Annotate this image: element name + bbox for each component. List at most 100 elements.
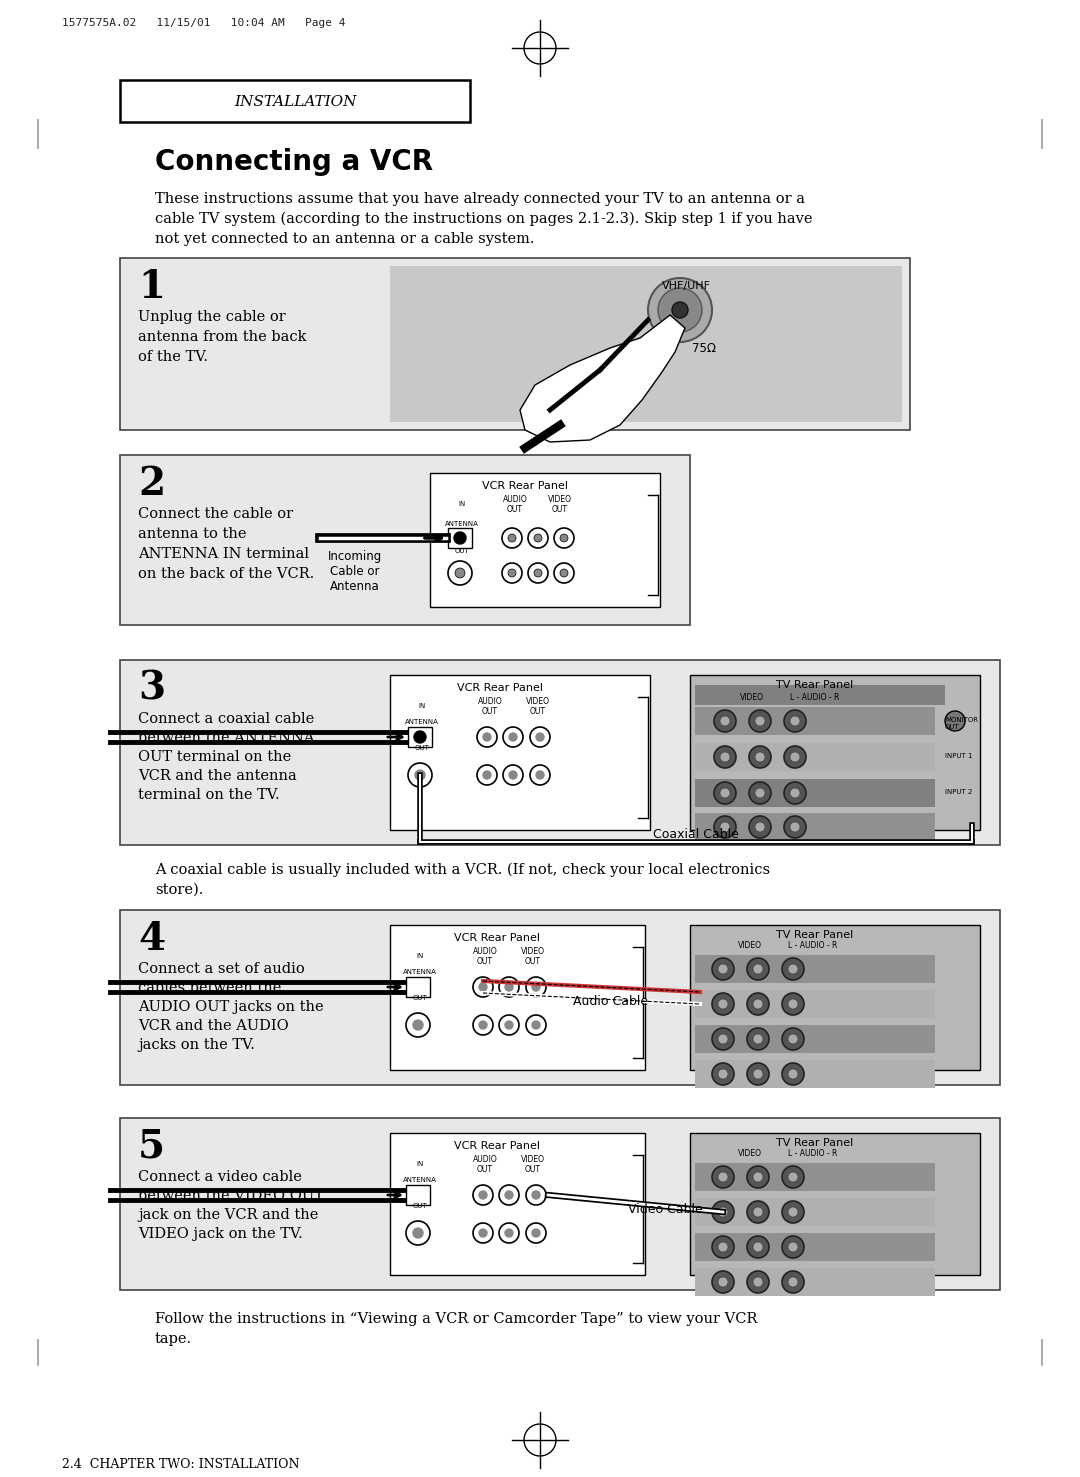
Circle shape [554, 527, 573, 548]
Circle shape [473, 1015, 492, 1035]
Text: tape.: tape. [156, 1332, 192, 1346]
Text: between the VIDEO OUT: between the VIDEO OUT [138, 1189, 324, 1202]
Circle shape [480, 1229, 487, 1238]
Text: IN: IN [417, 1161, 423, 1167]
Text: terminal on the TV.: terminal on the TV. [138, 789, 280, 802]
Circle shape [473, 1185, 492, 1205]
FancyBboxPatch shape [448, 527, 472, 548]
Circle shape [720, 789, 730, 798]
Circle shape [755, 823, 765, 832]
Text: ANTENNA: ANTENNA [405, 719, 438, 725]
Circle shape [755, 789, 765, 798]
Circle shape [753, 1034, 762, 1044]
Text: of the TV.: of the TV. [138, 350, 208, 363]
Circle shape [712, 1028, 734, 1050]
Circle shape [782, 1201, 804, 1223]
Circle shape [502, 527, 522, 548]
Circle shape [784, 815, 806, 837]
Circle shape [454, 532, 465, 544]
Text: VCR Rear Panel: VCR Rear Panel [457, 682, 543, 693]
Text: cable TV system (according to the instructions on pages 2.1-2.3). Skip step 1 if: cable TV system (according to the instru… [156, 213, 812, 226]
Text: 2: 2 [138, 465, 165, 504]
Circle shape [505, 1021, 513, 1029]
Circle shape [750, 815, 771, 837]
Circle shape [718, 1069, 728, 1080]
Circle shape [782, 1028, 804, 1050]
Text: jack on the VCR and the: jack on the VCR and the [138, 1208, 319, 1221]
Circle shape [753, 1173, 762, 1182]
FancyBboxPatch shape [430, 473, 660, 607]
Circle shape [789, 752, 800, 762]
Circle shape [747, 959, 769, 981]
Text: 1577575A.02   11/15/01   10:04 AM   Page 4: 1577575A.02 11/15/01 10:04 AM Page 4 [62, 18, 346, 28]
Circle shape [747, 1165, 769, 1188]
Circle shape [536, 733, 544, 741]
Circle shape [747, 1201, 769, 1223]
FancyBboxPatch shape [696, 1267, 935, 1295]
Text: jacks on the TV.: jacks on the TV. [138, 1038, 255, 1052]
Circle shape [448, 561, 472, 585]
Circle shape [712, 1063, 734, 1086]
Text: Audio Cable: Audio Cable [573, 995, 649, 1007]
Text: L - AUDIO - R: L - AUDIO - R [788, 1149, 837, 1158]
Circle shape [755, 752, 765, 762]
Circle shape [753, 998, 762, 1009]
Text: VIDEO: VIDEO [738, 941, 762, 950]
Polygon shape [519, 315, 685, 442]
Circle shape [788, 1034, 798, 1044]
Circle shape [714, 710, 735, 733]
FancyBboxPatch shape [696, 778, 935, 806]
Text: Unplug the cable or: Unplug the cable or [138, 310, 286, 323]
FancyBboxPatch shape [120, 910, 1000, 1086]
Circle shape [782, 1165, 804, 1188]
Circle shape [753, 1207, 762, 1217]
Circle shape [712, 1165, 734, 1188]
FancyBboxPatch shape [696, 1025, 935, 1053]
Circle shape [483, 733, 491, 741]
FancyBboxPatch shape [390, 675, 650, 830]
Circle shape [747, 1028, 769, 1050]
Circle shape [747, 1063, 769, 1086]
Circle shape [712, 1201, 734, 1223]
Circle shape [747, 1236, 769, 1258]
Text: store).: store). [156, 883, 203, 897]
Text: OUT: OUT [413, 995, 428, 1001]
FancyBboxPatch shape [120, 258, 910, 430]
Circle shape [532, 1190, 540, 1199]
Circle shape [499, 1185, 519, 1205]
Text: IN: IN [418, 703, 426, 709]
Circle shape [413, 1227, 423, 1238]
Circle shape [718, 964, 728, 973]
Text: AUDIO OUT jacks on the: AUDIO OUT jacks on the [138, 1000, 324, 1015]
Text: VIDEO
OUT: VIDEO OUT [526, 697, 550, 716]
Circle shape [508, 535, 516, 542]
Text: 4: 4 [138, 920, 165, 959]
Circle shape [755, 716, 765, 727]
Circle shape [530, 765, 550, 784]
FancyBboxPatch shape [696, 707, 935, 736]
Text: These instructions assume that you have already connected your TV to an antenna : These instructions assume that you have … [156, 192, 805, 205]
Text: L - AUDIO - R: L - AUDIO - R [789, 693, 839, 702]
Circle shape [561, 535, 568, 542]
Text: AUDIO
OUT: AUDIO OUT [502, 495, 527, 514]
FancyBboxPatch shape [696, 812, 935, 840]
FancyBboxPatch shape [120, 660, 1000, 845]
Circle shape [477, 765, 497, 784]
Text: AUDIO
OUT: AUDIO OUT [473, 1155, 498, 1174]
Circle shape [788, 1207, 798, 1217]
Circle shape [782, 993, 804, 1015]
Circle shape [406, 1221, 430, 1245]
FancyBboxPatch shape [390, 1133, 645, 1275]
Circle shape [750, 781, 771, 803]
Circle shape [499, 1223, 519, 1244]
Circle shape [480, 984, 487, 991]
FancyBboxPatch shape [690, 1133, 980, 1275]
Circle shape [505, 984, 513, 991]
Circle shape [508, 569, 516, 578]
Text: Connect a set of audio: Connect a set of audio [138, 962, 305, 976]
Text: VCR and the AUDIO: VCR and the AUDIO [138, 1019, 288, 1032]
Text: Connect a video cable: Connect a video cable [138, 1170, 302, 1185]
Text: 5: 5 [138, 1128, 165, 1165]
Text: ANTENNA: ANTENNA [445, 521, 478, 527]
Circle shape [712, 959, 734, 981]
